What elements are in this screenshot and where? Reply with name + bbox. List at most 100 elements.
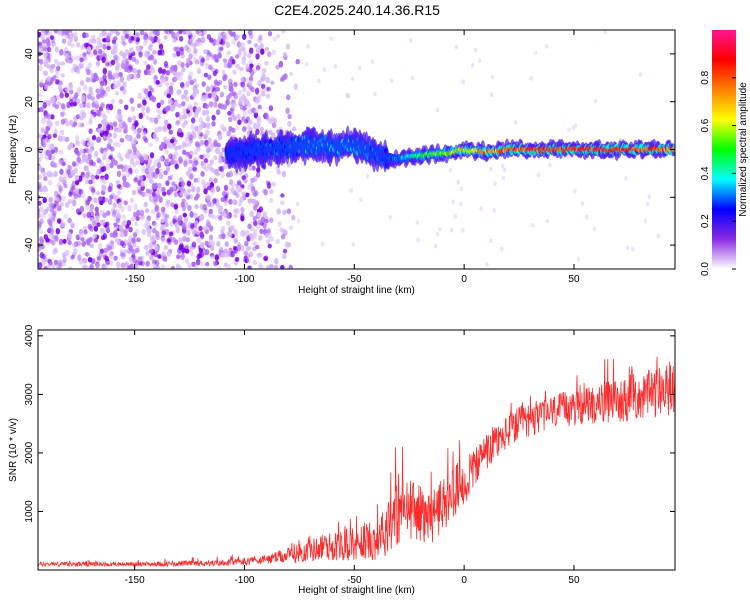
noise-cell (75, 55, 80, 61)
noise-cell (199, 203, 205, 210)
noise-cell (173, 66, 178, 72)
noise-cell (163, 60, 169, 67)
noise-cell (151, 67, 156, 73)
noise-cell (75, 67, 81, 75)
noise-cell (112, 72, 117, 78)
noise-cell (252, 215, 257, 221)
noise-cell (119, 137, 125, 143)
noise-cell (75, 234, 80, 241)
noise-cell (140, 30, 145, 36)
noise-cell (203, 72, 209, 78)
noise-cell (209, 159, 214, 167)
noise-cell (285, 107, 290, 115)
noise-cell (277, 221, 282, 227)
noise-cell (184, 136, 190, 142)
noise-cell (118, 72, 123, 77)
noise-cell (205, 261, 210, 267)
noise-cell (144, 244, 149, 251)
noise-cell (254, 87, 260, 95)
noise-cell (125, 60, 130, 67)
noise-cell (166, 93, 171, 99)
noise-cell (329, 36, 334, 42)
noise-cell (93, 150, 99, 158)
noise-cell (194, 160, 199, 166)
x-tick-label: -150 (125, 274, 145, 285)
noise-cell (87, 257, 93, 263)
noise-cell (184, 44, 189, 51)
noise-cell (210, 188, 215, 195)
noise-cell (199, 261, 205, 267)
noise-cell (136, 133, 141, 139)
noise-cell (93, 238, 99, 243)
noise-cell (149, 43, 154, 48)
noise-cell (122, 175, 127, 183)
noise-cell (186, 188, 192, 194)
noise-cell (293, 83, 298, 90)
noise-cell (118, 122, 123, 128)
noise-cell (223, 201, 228, 206)
noise-cell (282, 253, 287, 260)
noise-cell (80, 171, 86, 178)
noise-cell (470, 62, 475, 68)
noise-cell (183, 200, 189, 207)
noise-cell (257, 104, 262, 110)
noise-cell (287, 120, 292, 127)
noise-cell (269, 236, 274, 242)
noise-cell (241, 191, 246, 197)
noise-cell (67, 240, 72, 246)
noise-cell (231, 127, 236, 133)
y-tick-label: 20 (24, 96, 35, 108)
noise-cell (213, 177, 218, 184)
noise-cell (40, 33, 45, 41)
noise-cell (165, 165, 171, 173)
noise-cell (172, 215, 177, 222)
noise-cell (101, 37, 107, 43)
noise-cell (108, 138, 113, 144)
noise-cell (249, 47, 254, 54)
noise-cell (116, 183, 122, 189)
noise-cell (88, 179, 93, 185)
noise-cell (88, 38, 93, 45)
noise-cell (82, 264, 87, 269)
noise-cell (137, 256, 142, 263)
noise-cell (146, 69, 151, 75)
noise-cell (161, 68, 167, 75)
noise-cell (38, 166, 43, 172)
noise-cell (45, 206, 51, 212)
noise-cell (102, 30, 107, 36)
noise-cell (139, 210, 145, 217)
noise-cell (224, 35, 230, 40)
noise-cell (530, 222, 535, 228)
noise-cell (249, 236, 255, 242)
noise-cell (43, 171, 48, 178)
noise-cell (76, 240, 82, 247)
noise-cell (141, 191, 146, 197)
noise-cell (149, 196, 154, 201)
noise-cell (116, 164, 122, 170)
noise-cell (135, 36, 140, 43)
noise-cell (53, 247, 58, 254)
noise-cell (221, 69, 226, 76)
noise-cell (170, 158, 175, 165)
noise-cell (245, 229, 250, 237)
noise-cell (149, 152, 155, 159)
noise-cell (235, 54, 240, 59)
noise-cell (224, 252, 229, 259)
noise-cell (220, 197, 225, 203)
noise-cell (189, 37, 194, 44)
noise-cell (106, 210, 111, 216)
noise-cell (112, 202, 118, 208)
noise-cell (68, 34, 74, 42)
noise-cell (180, 180, 185, 188)
noise-cell (148, 85, 153, 91)
noise-cell (295, 58, 300, 65)
noise-cell (226, 172, 231, 178)
noise-cell (57, 204, 62, 212)
noise-cell (112, 209, 117, 215)
noise-cell (573, 188, 577, 194)
noise-cell (236, 180, 242, 186)
noise-cell (69, 172, 74, 179)
snr-frame (37, 329, 676, 571)
noise-cell (631, 246, 635, 252)
